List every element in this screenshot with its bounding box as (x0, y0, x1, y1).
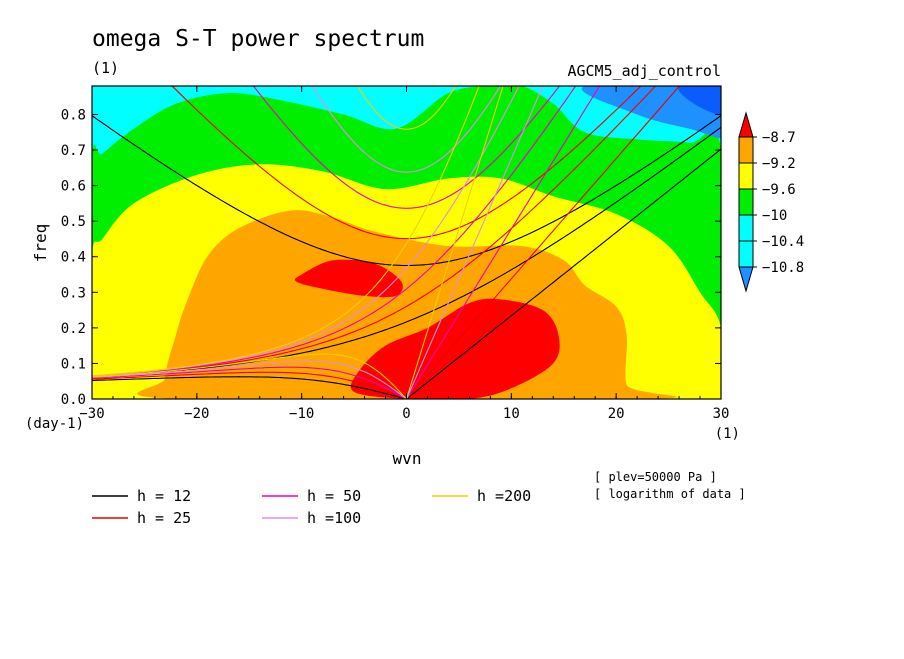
plot-area (92, 86, 721, 399)
dispersion-curve-h50-1 (252, 86, 561, 209)
dispersion-curve-h200-1 (356, 86, 457, 130)
dispersion-curve-h200-0 (405, 86, 504, 399)
y-tick-label: 0.2 (61, 321, 86, 337)
y-units-label: (day-1) (25, 416, 84, 432)
colorbar-top-arrow (738, 111, 754, 138)
dispersion-curve-h25-0 (406, 86, 681, 399)
dispersion-curve-h25-1 (171, 86, 642, 240)
x-tick-label: −20 (184, 406, 209, 422)
colorbar-label: −10.8 (762, 260, 804, 276)
colorbar-label: −10.4 (762, 234, 804, 250)
dispersion-curve-h12-2 (92, 126, 721, 378)
x-tick-label: −10 (289, 406, 314, 422)
x-tick-label: −30 (79, 406, 104, 422)
legend-label-h25: h = 25 (137, 509, 191, 527)
x-axis: −30 −20 −10 0 10 20 30 (79, 86, 729, 422)
dispersion-curve-h200-3 (92, 353, 407, 399)
dispersion-curve-h200-2 (92, 86, 480, 377)
dispersion-curve-h100-3 (92, 360, 407, 399)
colorbar-label: −10 (762, 208, 787, 224)
colorbar-box (738, 162, 754, 190)
dispersion-curve-h50-3 (92, 366, 407, 399)
dispersion-curve-h100-2 (92, 86, 520, 377)
contour-fill-red (294, 259, 403, 298)
dispersion-curve-h100-1 (311, 86, 502, 173)
legend-label-h12: h = 12 (137, 487, 191, 505)
legend-label-h50: h = 50 (307, 487, 361, 505)
dispersion-curve-h12-0 (406, 148, 721, 399)
colorbar-label: −8.7 (762, 130, 796, 146)
y-axis: 0.0 0.1 0.2 0.3 0.4 0.5 0.6 0.7 0.8 (61, 107, 721, 408)
y-tick-label: 0.1 (61, 356, 86, 372)
dispersion-curve-h12-3 (92, 376, 407, 399)
note-logarithm: [ logarithm of data ] (594, 487, 746, 501)
dispersion-curve-h25-3 (92, 371, 407, 399)
x-tick-label: 0 (402, 406, 410, 422)
contour-fill-blue (581, 86, 721, 139)
dispersion-legend: h = 12 h = 25 h = 50 h =100 h =200 (92, 487, 531, 527)
chart-title: omega S-T power spectrum (92, 26, 424, 52)
x-tick-label: 30 (713, 406, 730, 422)
x-axis-label: wvn (393, 449, 422, 468)
x-tick-label: 20 (608, 406, 625, 422)
run-label: AGCM5_adj_control (567, 62, 721, 80)
contour-fill-red (350, 298, 560, 399)
colorbar-bottom-arrow (738, 266, 754, 293)
x-tick-label: 10 (503, 406, 520, 422)
y-tick-label: 0.6 (61, 179, 86, 195)
dispersion-curve-h100-0 (405, 86, 544, 399)
colorbar-box (738, 240, 754, 268)
colorbar-box (738, 136, 754, 164)
legend-label-h200: h =200 (477, 487, 531, 505)
dispersion-curve-h50-0 (406, 86, 601, 399)
dispersion-curve-h25-2 (92, 86, 657, 378)
dispersion-curve-h12-1 (92, 115, 721, 267)
colorbar-box (738, 214, 754, 242)
y-tick-label: 0.8 (61, 107, 86, 123)
note-plev: [ plev=50000 Pa ] (594, 470, 717, 484)
y-tick-label: 0.5 (61, 214, 86, 230)
y-tick-label: 0.0 (61, 392, 86, 408)
y-tick-label: 0.7 (61, 143, 86, 159)
contour-fill-deep-blue (678, 86, 721, 116)
dispersion-curve-h50-2 (92, 86, 577, 377)
colorbar-box (738, 188, 754, 216)
y-tick-label: 0.3 (61, 285, 86, 301)
y-tick-label: 0.4 (61, 250, 86, 266)
colorbar: −8.7 −9.2 −9.6 −10 −10.4 −10.8 (738, 111, 804, 293)
chart-units: (1) (92, 59, 119, 77)
x-units-label: (1) (715, 426, 740, 442)
legend-label-h100: h =100 (307, 509, 361, 527)
colorbar-label: −9.6 (762, 182, 796, 198)
y-axis-label: freq (31, 224, 50, 263)
colorbar-label: −9.2 (762, 156, 796, 172)
